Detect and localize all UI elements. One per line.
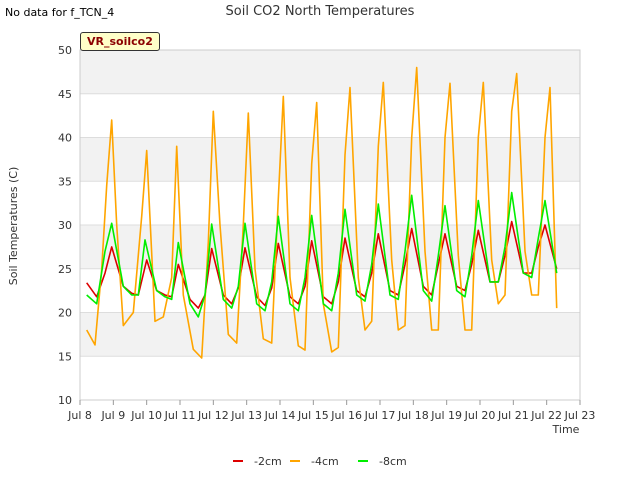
x-tick-label: Jul 9	[100, 409, 125, 422]
no-data-note: No data for f_TCN_4	[5, 6, 115, 19]
chart-title: Soil CO2 North Temperatures	[226, 4, 415, 19]
x-tick-label: Jul 19	[430, 409, 462, 422]
x-tick-label: Jul 16	[330, 409, 362, 422]
y-axis-label: Soil Temperatures (C)	[7, 167, 20, 286]
y-axis-ticks: 10 15 20 25 30 35 40 45 50	[58, 44, 72, 407]
series-line-8cm	[86, 191, 558, 318]
legend: -2cm -4cm -8cm	[233, 455, 407, 468]
vr-soilco2-badge: VR_soilco2	[80, 32, 160, 51]
x-tick-label: Jul 20	[464, 409, 496, 422]
y-tick-label: 25	[58, 263, 72, 276]
x-tick-label: Jul 13	[230, 409, 262, 422]
x-tick-label: Jul 17	[364, 409, 396, 422]
x-tick-label: Jul 22	[530, 409, 562, 422]
y-tick-label: 50	[58, 44, 72, 57]
x-tick-label: Jul 10	[130, 409, 162, 422]
legend-label: -2cm	[254, 455, 282, 468]
y-tick-label: 30	[58, 219, 72, 232]
x-tick-label: Jul 12	[197, 409, 229, 422]
y-tick-label: 45	[58, 88, 72, 101]
plot-band	[80, 225, 580, 269]
x-tick-label: Jul 8	[67, 409, 92, 422]
plot-band	[80, 50, 580, 94]
x-tick-label: Jul 18	[397, 409, 429, 422]
y-tick-label: 10	[58, 394, 72, 407]
x-axis-label: Time	[552, 423, 580, 436]
x-tick-label: Jul 23	[564, 409, 596, 422]
plot-band	[80, 312, 580, 357]
y-tick-label: 35	[58, 175, 72, 188]
legend-label: -8cm	[379, 455, 407, 468]
grid-lines	[79, 49, 581, 401]
y-tick-label: 40	[58, 132, 72, 145]
x-tick-label: Jul 11	[164, 409, 196, 422]
x-axis-ticks: Jul 8 Jul 9 Jul 10 Jul 11 Jul 12 Jul 13 Jul 14…	[67, 400, 595, 422]
plot-band	[80, 137, 580, 182]
y-tick-label: 15	[58, 350, 72, 363]
plot-border	[79, 49, 581, 401]
x-tick-label: Jul 21	[497, 409, 529, 422]
legend-label: -4cm	[311, 455, 339, 468]
x-tick-label: Jul 14	[264, 409, 296, 422]
series-lines	[86, 66, 558, 359]
y-tick-label: 20	[58, 307, 72, 320]
x-tick-label: Jul 15	[297, 409, 329, 422]
